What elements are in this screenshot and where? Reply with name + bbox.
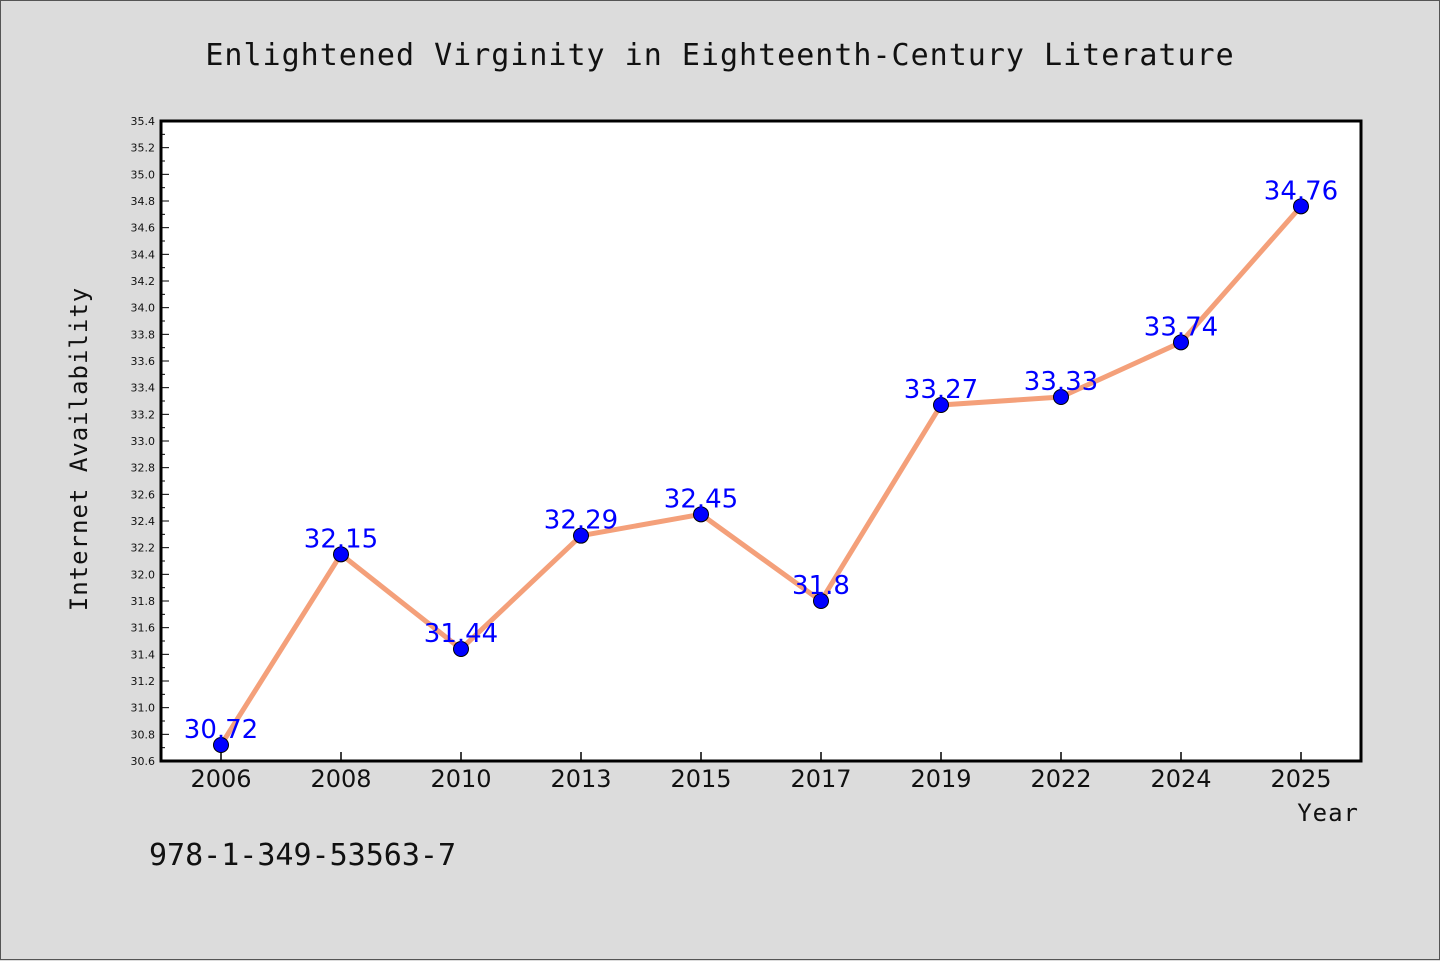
y-tick-label: 31.2 (131, 675, 156, 688)
y-tick-label: 34.2 (131, 275, 156, 288)
data-label: 34.76 (1264, 176, 1338, 206)
series-markers (213, 198, 1309, 753)
x-tick-label: 2010 (430, 765, 491, 793)
y-tick-label: 32.4 (131, 515, 156, 528)
y-tick-label: 31.8 (131, 595, 156, 608)
isbn-text: 978-1-349-53563-7 (149, 838, 456, 873)
data-label: 33.74 (1144, 312, 1218, 342)
data-label: 33.33 (1024, 367, 1098, 397)
x-tick-label: 2022 (1030, 765, 1091, 793)
y-tick-label: 31.0 (131, 702, 156, 715)
data-point (333, 546, 349, 563)
y-tick-label: 33.4 (131, 382, 156, 395)
data-label: 31.44 (424, 619, 498, 649)
data-point (453, 641, 469, 657)
series-polyline (218, 203, 1304, 748)
y-tick-label: 34.4 (131, 248, 156, 261)
y-tick-label: 34.8 (131, 195, 156, 208)
y-tick-label: 33.8 (131, 328, 156, 341)
y-tick-label: 33.2 (131, 408, 156, 421)
x-axis-ticks: 2006 2008 2010 2013 2015 2017 2019 2022 2024 2025 (190, 752, 1332, 793)
y-tick-label: 33.6 (131, 355, 156, 368)
x-tick-label: 2019 (910, 765, 971, 793)
data-point (213, 737, 229, 753)
data-point (573, 527, 589, 544)
data-point (693, 506, 709, 523)
y-axis-ticks: 30.6 30.8 31.0 31.2 31.4 31.6 31.8 32.0 32.2 32.4… (131, 115, 169, 768)
x-tick-label: 2008 (310, 765, 371, 793)
x-tick-label: 2006 (190, 765, 251, 793)
x-tick-label: 2024 (1150, 765, 1211, 793)
y-tick-label: 35.0 (131, 168, 156, 181)
y-tick-label: 32.8 (131, 462, 156, 475)
data-point (813, 593, 829, 609)
data-point (1173, 334, 1189, 351)
data-label: 32.45 (664, 484, 738, 514)
data-label: 32.29 (544, 506, 618, 536)
data-point (933, 397, 949, 413)
y-tick-label: 32.6 (131, 488, 156, 501)
y-tick-label: 32.0 (131, 568, 156, 581)
chart-title: Enlightened Virginity in Eighteenth-Cent… (205, 38, 1234, 73)
y-axis-label: Internet Availability (65, 287, 93, 611)
y-tick-label: 35.2 (131, 142, 156, 155)
x-tick-label: 2017 (790, 765, 851, 793)
x-tick-label: 2013 (550, 765, 611, 793)
y-tick-label: 31.6 (131, 622, 156, 635)
x-tick-label: 2025 (1270, 765, 1331, 793)
data-label: 31.8 (792, 571, 850, 601)
y-tick-label: 32.2 (131, 542, 156, 555)
plot-area (159, 119, 1363, 763)
y-tick-label: 35.4 (131, 115, 156, 128)
x-axis-label: Year (1297, 799, 1359, 827)
data-labels: 30.72 32.15 31.44 32.29 32.45 31.8 33.27 33.33 3… (184, 176, 1338, 745)
data-point (1293, 198, 1309, 215)
x-tick-label: 2015 (670, 765, 731, 793)
y-tick-label: 34.0 (131, 302, 156, 315)
y-tick-label: 33.0 (131, 435, 156, 448)
y-tick-label: 34.6 (131, 222, 156, 235)
y-tick-label: 30.6 (131, 755, 156, 768)
data-label: 32.15 (304, 524, 378, 554)
series-line (218, 203, 1304, 748)
y-tick-label: 30.8 (131, 728, 156, 741)
data-point (1053, 389, 1069, 405)
data-label: 30.72 (184, 715, 258, 745)
data-label: 33.27 (904, 375, 978, 405)
y-tick-label: 31.4 (131, 648, 156, 661)
